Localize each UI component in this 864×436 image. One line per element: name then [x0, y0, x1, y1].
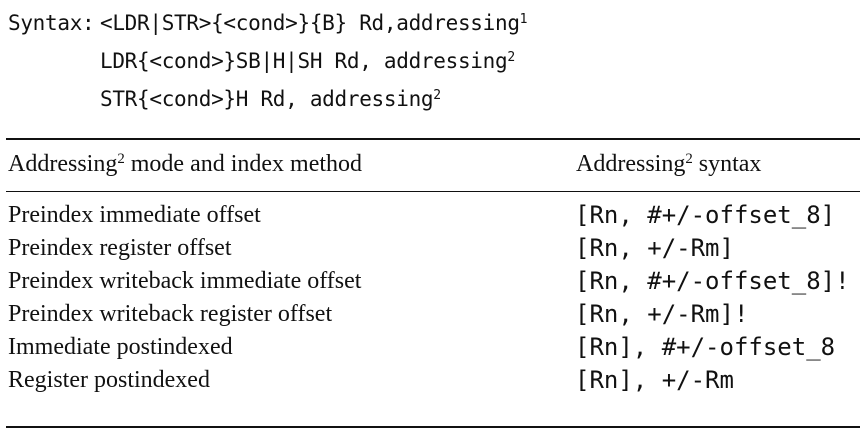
header-syntax: Addressing2 syntax	[576, 149, 761, 179]
syntax-line-2-footnote: 2	[507, 49, 515, 65]
row-syntax: [Rn], #+/-offset_8	[575, 333, 836, 361]
table-top-rule	[6, 138, 860, 140]
row-mode: Immediate postindexed	[8, 334, 233, 360]
syntax-line-2: LDR{<cond>}SB|H|SH Rd, addressing2	[100, 46, 515, 76]
syntax-line-3-text: STR{<cond>}H Rd, addressing	[100, 87, 434, 111]
row-syntax: [Rn], +/-Rm	[575, 366, 734, 394]
syntax-line-1-text: <LDR|STR>{<cond>}{B} Rd,addressing	[100, 11, 520, 35]
row-mode: Preindex writeback immediate offset	[8, 268, 362, 294]
row-syntax: [Rn, +/-Rm]	[575, 234, 734, 262]
row-syntax: [Rn, +/-Rm]!	[575, 300, 749, 328]
header-syntax-footnote: 2	[685, 150, 693, 167]
header-syntax-pre: Addressing	[576, 151, 686, 177]
header-mode-footnote: 2	[117, 150, 125, 167]
syntax-line-2-text: LDR{<cond>}SB|H|SH Rd, addressing	[100, 49, 508, 73]
row-mode: Register postindexed	[8, 367, 210, 393]
header-mode-pre: Addressing	[8, 151, 118, 177]
syntax-label: Syntax:	[8, 11, 107, 35]
table-bottom-rule	[6, 426, 860, 428]
row-syntax: [Rn, #+/-offset_8]!	[575, 267, 850, 295]
table-header-rule	[6, 191, 860, 192]
header-syntax-post: syntax	[692, 151, 762, 177]
row-mode: Preindex immediate offset	[8, 202, 261, 228]
row-mode: Preindex writeback register offset	[8, 301, 333, 327]
syntax-line-1: <LDR|STR>{<cond>}{B} Rd,addressing1	[100, 8, 528, 38]
syntax-line-3-footnote: 2	[433, 87, 441, 103]
row-mode: Preindex register offset	[8, 235, 232, 261]
syntax-line-1-footnote: 1	[519, 11, 528, 27]
header-mode-post: mode and index method	[124, 151, 363, 177]
syntax-line-3: STR{<cond>}H Rd, addressing2	[100, 84, 441, 114]
row-syntax: [Rn, #+/-offset_8]	[575, 201, 836, 229]
header-mode: Addressing2 mode and index method	[8, 149, 362, 179]
